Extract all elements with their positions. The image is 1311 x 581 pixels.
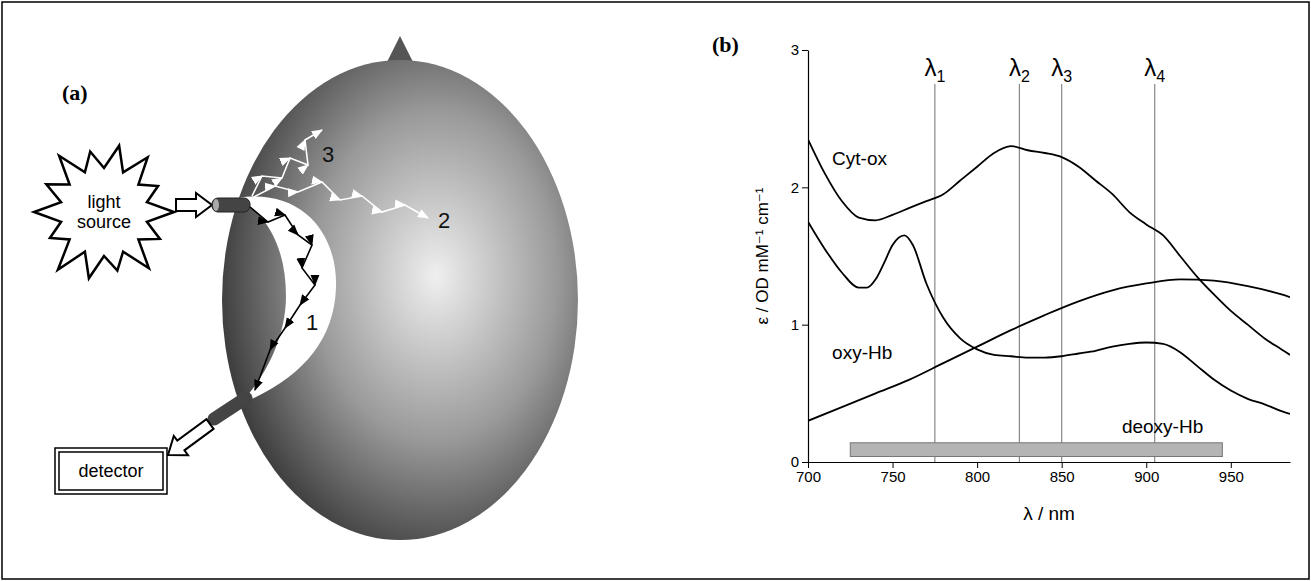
wavelength-label: λ2 <box>1009 54 1030 85</box>
photon-path-label: 1 <box>306 310 318 335</box>
spectrum-line <box>808 222 1290 414</box>
wavelength-label: λ1 <box>924 54 945 85</box>
x-tick-label: 850 <box>1050 468 1075 485</box>
source-fiber-end <box>213 199 219 211</box>
detector-box <box>55 448 167 494</box>
wavelength-line <box>1061 84 1062 462</box>
wavelength-label: λ4 <box>1144 54 1165 85</box>
source-arrow <box>176 193 212 217</box>
detector-label: detector <box>78 461 143 481</box>
series-label: deoxy-Hb <box>1122 416 1203 437</box>
x-tick-label: 900 <box>1134 468 1159 485</box>
head <box>222 60 578 540</box>
photon-path <box>252 130 322 196</box>
annotation-lines <box>935 84 1155 462</box>
wavelength-range <box>850 443 1222 457</box>
y-tick-label: 2 <box>791 179 799 196</box>
y-tick-mark <box>802 462 808 463</box>
x-tick: 750 <box>881 462 906 485</box>
light-source-label: lightsource <box>77 192 131 232</box>
wavelength-line <box>934 84 935 462</box>
y-tick: 3 <box>791 41 808 58</box>
x-tick-label: 750 <box>881 468 906 485</box>
y-tick: 2 <box>791 179 808 196</box>
source-fiber <box>212 198 250 212</box>
x-tick-label: 700 <box>796 468 821 485</box>
x-axis: 700 750 800 850 900 950 <box>796 462 1291 485</box>
x-tick: 850 <box>1050 462 1075 485</box>
plot-data <box>808 139 1290 456</box>
y-tick: 1 <box>791 316 808 333</box>
x-axis-title: λ / nm <box>1023 503 1075 524</box>
photon-path <box>252 182 428 218</box>
figure: (a) lightsource detector 1 2 3 (b) λ1 λ2 λ3 λ4 Cyt-… <box>0 0 1311 581</box>
detector-fiber <box>214 398 246 419</box>
y-tick-label: 0 <box>791 453 799 470</box>
y-tick-label: 3 <box>791 41 799 58</box>
x-tick-label: 800 <box>965 468 990 485</box>
panel-label: (b) <box>712 32 739 57</box>
wavelength-line <box>1154 84 1155 462</box>
photon-path-label: 2 <box>438 208 450 233</box>
detector-arrow <box>161 414 217 464</box>
x-tick-label: 950 <box>1219 468 1244 485</box>
x-tick: 800 <box>965 462 990 485</box>
spectrum-line <box>808 139 1290 355</box>
illuminated-region <box>238 197 336 404</box>
y-axis-title: ε / OD mM⁻¹ cm⁻¹ <box>753 187 772 324</box>
series-label: Cyt-ox <box>832 148 887 169</box>
panel-label: (a) <box>62 80 88 105</box>
x-axis-line <box>809 462 1291 463</box>
detector-box-inner <box>59 452 163 490</box>
y-tick-mark <box>802 50 808 51</box>
y-axis-line <box>808 51 809 463</box>
photon-path <box>250 207 315 390</box>
y-tick-label: 1 <box>791 316 799 333</box>
y-tick-mark <box>802 187 808 188</box>
wavelength-line <box>1019 84 1020 462</box>
light-source <box>34 146 174 279</box>
x-tick: 700 <box>796 462 821 485</box>
panel-b: (b) λ1 λ2 λ3 λ4 Cyt-ox oxy-Hb deoxy-Hb 700 750 800… <box>712 32 1291 524</box>
x-tick: 950 <box>1219 462 1244 485</box>
wavelength-label: λ3 <box>1051 54 1072 85</box>
series-label: oxy-Hb <box>832 342 892 363</box>
photon-path-label: 3 <box>322 142 334 167</box>
y-axis: 0 1 2 3 <box>791 41 809 470</box>
y-tick: 0 <box>791 453 808 470</box>
spectrum-line <box>808 279 1290 420</box>
y-tick-mark <box>802 325 808 326</box>
panel-a: (a) lightsource detector 1 2 3 <box>34 36 578 540</box>
x-tick: 900 <box>1134 462 1159 485</box>
figure-frame <box>2 2 1309 579</box>
